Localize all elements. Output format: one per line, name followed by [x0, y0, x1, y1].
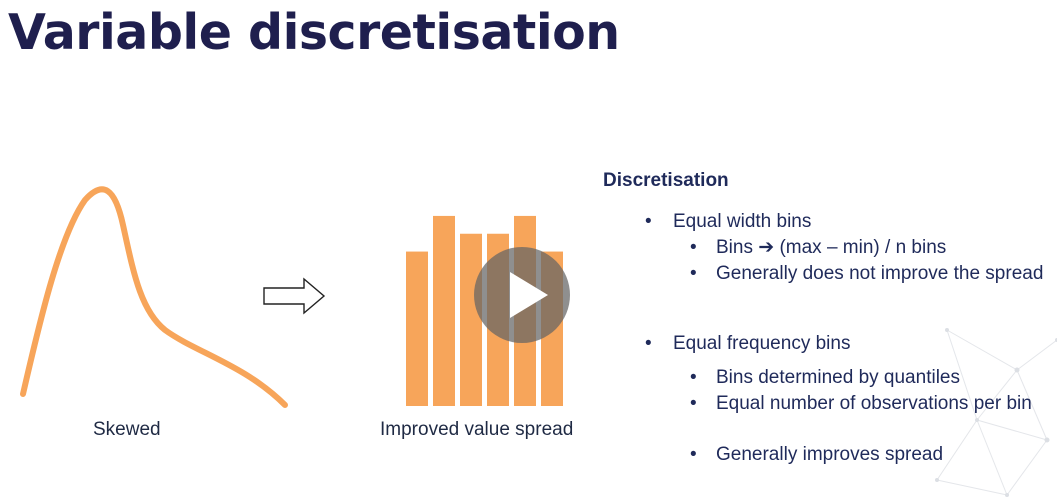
bullet-dot: • [690, 367, 697, 388]
sub-bullet-equal-observations: • Equal number of observations per bin [690, 391, 1045, 416]
bullet-dot: • [690, 393, 697, 414]
sub-bullet-quantiles: • Bins determined by quantiles [690, 365, 1045, 390]
right-arrow-outline-icon [263, 277, 326, 315]
bullet-dot: • [690, 444, 697, 465]
bar-3 [460, 233, 482, 406]
skewed-caption: Skewed [93, 419, 161, 440]
bullet-dot: • [690, 237, 697, 258]
right-arrow-icon: ➔ [758, 237, 775, 258]
bullet-dot: • [645, 211, 652, 232]
bullet-equal-width: • Equal width bins [645, 209, 811, 234]
bullet-dot: • [690, 263, 697, 284]
notes-heading: Discretisation [603, 170, 729, 191]
bar-2 [433, 215, 455, 406]
quantiles-text: Bins determined by quantiles [716, 367, 960, 388]
play-icon [510, 272, 548, 318]
sub-bullet-width-spread: • Generally does not improve the spread [690, 261, 1045, 286]
equal-frequency-label: Equal frequency bins [673, 333, 851, 354]
improved-caption: Improved value spread [380, 419, 574, 440]
skewed-distribution-curve [20, 186, 288, 408]
slide-title: Variable discretisation [8, 4, 620, 61]
equal-width-label: Equal width bins [673, 211, 812, 232]
width-spread-text: Generally does not improve the spread [716, 263, 1044, 284]
bins-prefix: Bins [716, 237, 759, 258]
bar-1 [406, 251, 428, 406]
bins-formula: (max – min) / n bins [774, 237, 947, 258]
equal-observations-text: Equal number of observations per bin [716, 393, 1032, 414]
improves-spread-text: Generally improves spread [716, 444, 944, 465]
sub-bullet-improves-spread: • Generally improves spread [690, 442, 1045, 467]
sub-bullet-bins-formula: • Bins ➔ (max – min) / n bins [690, 235, 1045, 260]
video-play-button[interactable] [474, 247, 570, 343]
bullet-dot: • [645, 333, 652, 354]
network-background-decoration [935, 328, 1057, 497]
bullet-equal-frequency: • Equal frequency bins [645, 331, 850, 356]
